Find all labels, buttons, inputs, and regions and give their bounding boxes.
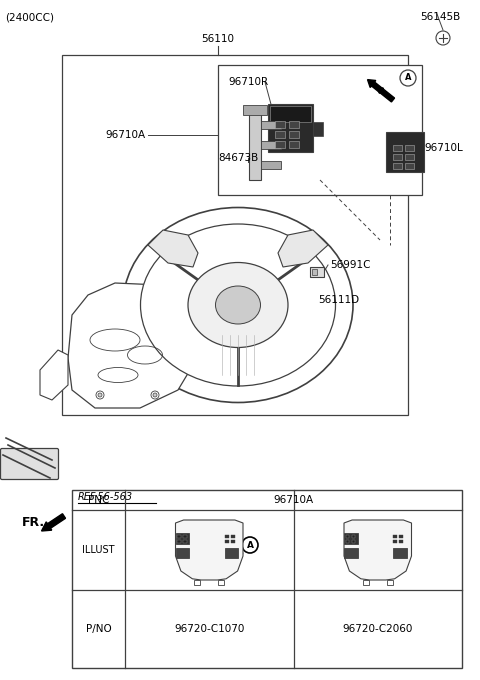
Text: A: A xyxy=(247,541,253,549)
Bar xyxy=(275,141,285,148)
Circle shape xyxy=(242,537,258,553)
Text: 96710L: 96710L xyxy=(424,143,463,153)
FancyArrow shape xyxy=(41,513,66,531)
Bar xyxy=(344,548,358,558)
Bar xyxy=(194,580,200,585)
Ellipse shape xyxy=(188,262,288,347)
Polygon shape xyxy=(278,230,328,267)
Text: REF.56-563: REF.56-563 xyxy=(78,492,133,502)
Bar xyxy=(261,161,281,169)
Bar xyxy=(312,269,317,275)
Bar xyxy=(393,535,397,539)
Bar xyxy=(312,122,323,136)
Polygon shape xyxy=(148,230,198,267)
Text: 96720-C1070: 96720-C1070 xyxy=(174,624,244,634)
Circle shape xyxy=(153,393,157,397)
Bar xyxy=(72,490,462,668)
Bar xyxy=(310,267,324,277)
Bar xyxy=(387,580,393,585)
Polygon shape xyxy=(40,350,68,400)
Text: VIEW: VIEW xyxy=(202,540,238,553)
Bar xyxy=(346,540,349,543)
Bar xyxy=(352,540,355,543)
Bar xyxy=(352,535,355,539)
Bar xyxy=(218,65,422,195)
Polygon shape xyxy=(68,283,200,408)
Circle shape xyxy=(98,393,102,397)
Bar xyxy=(399,535,403,539)
Bar xyxy=(344,533,358,544)
Bar xyxy=(225,535,228,539)
Text: 56145B: 56145B xyxy=(420,12,460,22)
Bar xyxy=(275,131,285,138)
Bar xyxy=(393,145,402,151)
Text: (2400CC): (2400CC) xyxy=(5,12,54,22)
Polygon shape xyxy=(176,520,243,580)
Bar xyxy=(393,548,407,558)
Bar xyxy=(386,132,424,172)
Text: 56991C: 56991C xyxy=(330,260,371,270)
Bar xyxy=(267,104,312,152)
Bar xyxy=(261,141,281,149)
Bar xyxy=(183,535,187,539)
Text: 56111D: 56111D xyxy=(318,295,359,305)
Bar xyxy=(243,105,267,115)
Bar xyxy=(289,121,299,128)
Bar xyxy=(346,535,349,539)
Bar xyxy=(275,121,285,128)
Bar xyxy=(393,154,402,160)
Bar xyxy=(261,121,281,129)
Bar xyxy=(393,163,402,169)
Bar xyxy=(405,154,414,160)
Text: PNC: PNC xyxy=(88,495,109,505)
Polygon shape xyxy=(344,520,411,580)
Bar xyxy=(289,131,299,138)
Bar xyxy=(62,55,408,415)
Ellipse shape xyxy=(141,224,336,386)
Text: P/NO: P/NO xyxy=(85,624,111,634)
Bar xyxy=(289,141,299,148)
Ellipse shape xyxy=(216,286,261,324)
Bar xyxy=(269,106,311,122)
Bar xyxy=(218,580,225,585)
Text: 96710R: 96710R xyxy=(228,77,268,87)
Text: A: A xyxy=(405,73,411,82)
Text: 84673B: 84673B xyxy=(218,153,258,163)
Circle shape xyxy=(436,31,450,45)
Text: 96710A: 96710A xyxy=(274,495,313,505)
Bar xyxy=(362,580,369,585)
FancyArrow shape xyxy=(368,80,395,102)
Circle shape xyxy=(400,70,416,86)
Bar xyxy=(176,548,189,558)
Text: 96720-C2060: 96720-C2060 xyxy=(343,624,413,634)
Text: 96710A: 96710A xyxy=(105,130,145,140)
FancyBboxPatch shape xyxy=(0,449,59,479)
Bar xyxy=(405,163,414,169)
Bar xyxy=(183,540,187,543)
Bar xyxy=(177,540,181,543)
Bar xyxy=(177,535,181,539)
Bar xyxy=(393,540,397,543)
Bar xyxy=(399,540,403,543)
Text: ILLUST: ILLUST xyxy=(82,545,115,555)
Bar xyxy=(225,540,228,543)
Text: FR.: FR. xyxy=(22,515,45,528)
Bar xyxy=(225,548,239,558)
Bar xyxy=(231,535,235,539)
Bar xyxy=(405,145,414,151)
Bar xyxy=(231,540,235,543)
Bar xyxy=(249,110,261,180)
Bar xyxy=(176,533,189,544)
Text: 56110: 56110 xyxy=(202,34,235,44)
